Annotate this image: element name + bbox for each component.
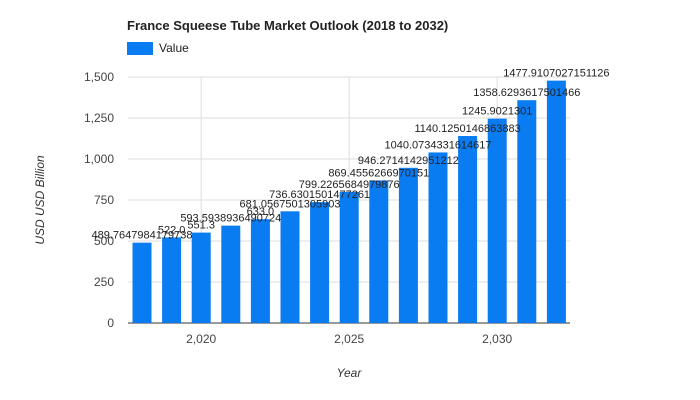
y-tick-label: 750: [94, 193, 114, 207]
x-tick-label: 2,030: [482, 332, 512, 346]
data-label: 869.4556266970151: [328, 167, 429, 179]
data-label: 1358.6293617501466: [473, 87, 580, 99]
x-tick-label: 2,025: [334, 332, 364, 346]
bar: [369, 180, 389, 323]
bar: [250, 219, 270, 323]
y-axis-title: USD USD Billion: [33, 155, 47, 245]
legend-label: Value: [159, 41, 189, 55]
y-tick-label: 250: [94, 275, 114, 289]
x-axis-title: Year: [337, 366, 363, 380]
bar: [398, 167, 418, 323]
x-tick-label: 2,020: [186, 332, 216, 346]
legend[interactable]: Value: [127, 41, 189, 55]
data-label: 551.3: [187, 220, 215, 232]
chart-title: France Squeese Tube Market Outlook (2018…: [127, 18, 449, 33]
data-label: 522.0: [158, 224, 186, 236]
data-label: 946.2714142951212: [358, 155, 459, 167]
bar: [132, 242, 152, 323]
bar: [191, 232, 211, 323]
bar: [428, 152, 448, 323]
y-tick-label: 0: [107, 316, 114, 330]
legend-swatch: [127, 41, 153, 55]
bar: [162, 237, 182, 323]
y-tick-label: 1,500: [84, 70, 114, 84]
bar: [546, 80, 566, 323]
data-label: 1140.1250146863883: [414, 123, 520, 135]
bar: [310, 202, 330, 323]
y-tick-label: 1,250: [84, 111, 114, 125]
y-tick-label: 1,000: [84, 152, 114, 166]
y-tick-label: 500: [94, 234, 114, 248]
bar: [458, 136, 478, 323]
data-label: 681.0567501305903: [240, 198, 341, 210]
data-label: 1245.9021301: [462, 106, 532, 118]
data-label: 593.5938936490724: [180, 213, 281, 225]
data-label: 799.2265684979876: [299, 179, 400, 191]
bar: [280, 211, 300, 323]
bar: [487, 118, 507, 323]
data-label: 489.7647984179738: [92, 230, 193, 242]
bar: [339, 191, 359, 323]
data-label: 633.0: [247, 206, 275, 218]
data-label: 1477.9107027151126: [503, 68, 609, 80]
bar: [517, 100, 537, 323]
data-label: 1040.0734331614617: [384, 139, 491, 151]
data-label: 736.6301501477261: [269, 189, 370, 201]
bar: [221, 225, 241, 323]
